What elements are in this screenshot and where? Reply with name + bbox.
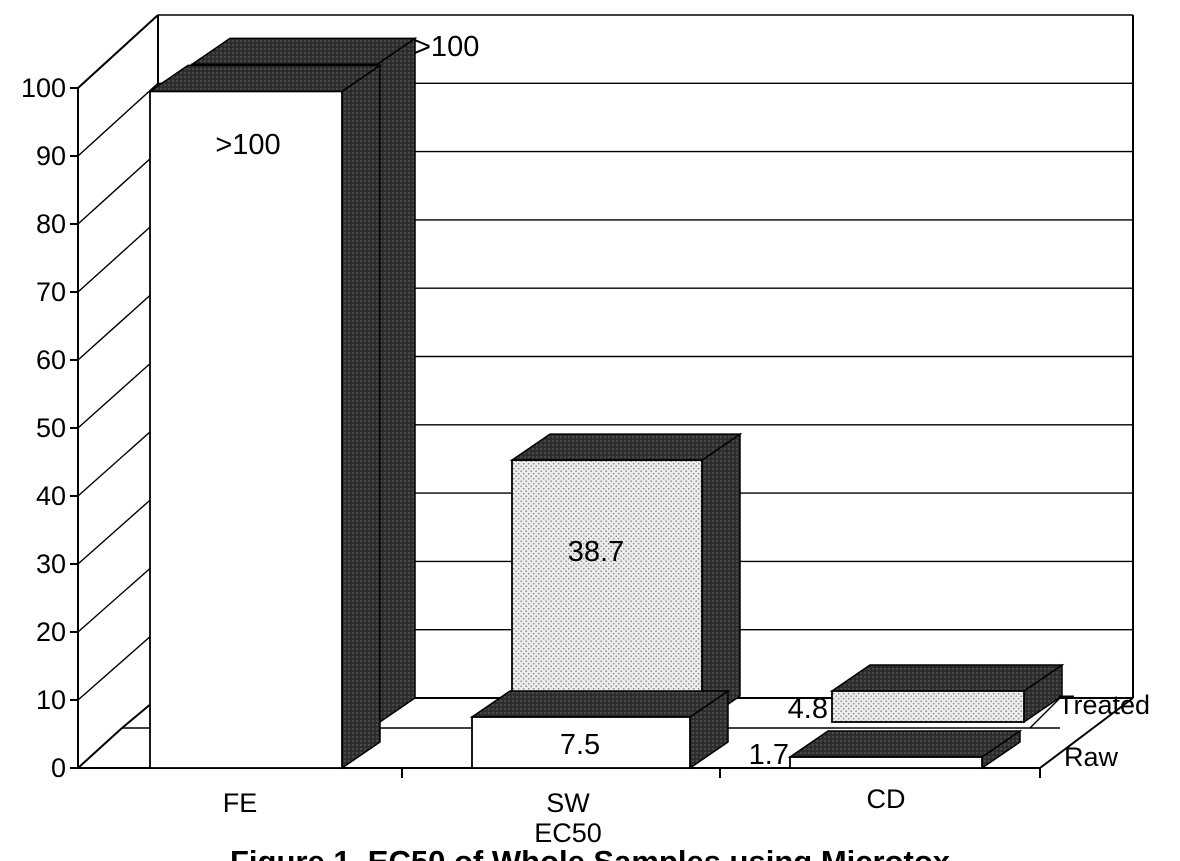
y-tick-label: 40 xyxy=(36,481,66,511)
bar-cd-raw-front xyxy=(789,756,983,769)
x-axis-title: EC50 xyxy=(534,818,602,848)
bar-sw-raw-front xyxy=(471,716,691,769)
bar-sw-raw-top xyxy=(469,690,731,718)
left-wall-gridline xyxy=(77,492,159,565)
bar-fe-raw-front xyxy=(149,90,343,769)
bar-sw-treated-front xyxy=(511,459,703,723)
figure-caption: Figure 1. EC50 of Whole Samples using Mi… xyxy=(230,844,951,861)
bar-sw-treated-top xyxy=(509,433,743,461)
y-tick-label: 60 xyxy=(36,345,66,375)
y-tick-label: 10 xyxy=(36,685,66,715)
y-tick-label: 30 xyxy=(36,549,66,579)
data-label-cd-treated: 4.8 xyxy=(788,693,828,725)
bar-cd-treated-front xyxy=(831,690,1025,723)
bar-cd-raw-top xyxy=(787,730,1023,758)
bar-cd-raw xyxy=(787,729,1023,770)
bar-fe-raw xyxy=(147,63,383,770)
left-wall-gridline xyxy=(77,287,159,361)
y-tick-label: 100 xyxy=(21,73,66,103)
bar-cd-treated xyxy=(829,663,1065,724)
left-wall-gridline xyxy=(77,14,159,89)
left-wall-gridline xyxy=(77,82,159,157)
bar-sw-treated xyxy=(509,432,743,724)
y-tick-label: 50 xyxy=(36,413,66,443)
category-label-fe: FE xyxy=(223,788,258,818)
left-wall-gridline xyxy=(77,560,159,633)
data-label-fe-treated: >100 xyxy=(414,31,479,63)
y-tick-label: 70 xyxy=(36,277,66,307)
floor-left-edge-front xyxy=(77,727,123,769)
y-tick-label: 0 xyxy=(51,753,66,783)
data-label-sw-raw: 7.5 xyxy=(560,729,600,761)
category-label-cd: CD xyxy=(867,784,906,814)
left-wall-gridline xyxy=(77,424,159,497)
bar-fe-raw-side xyxy=(341,63,381,770)
bar-cd-treated-top xyxy=(829,664,1065,692)
left-wall-gridline xyxy=(77,355,159,429)
category-label-sw: SW xyxy=(546,788,590,818)
data-label-cd-raw: 1.7 xyxy=(749,739,789,771)
series-label-treated: Treated xyxy=(1058,690,1150,720)
left-wall-gridline xyxy=(77,629,159,701)
y-tick-label: 20 xyxy=(36,617,66,647)
y-tick-label: 80 xyxy=(36,209,66,239)
floor-right-edge xyxy=(1039,697,1134,769)
data-label-sw-treated: 38.7 xyxy=(568,536,624,568)
data-label-fe-raw: >100 xyxy=(215,129,280,161)
depth-tick-treated xyxy=(1029,697,1061,729)
left-wall-gridline xyxy=(77,219,159,293)
left-wall-gridline xyxy=(77,151,159,225)
y-tick-label: 90 xyxy=(36,141,66,171)
bar-sw-treated-side xyxy=(701,432,741,724)
bar-sw-raw xyxy=(469,689,731,770)
bar-fe-treated-top xyxy=(189,37,418,66)
series-label-raw: Raw xyxy=(1064,742,1119,772)
bar-fe-raw-top xyxy=(147,64,383,93)
bar-fe-treated-side xyxy=(376,36,416,726)
